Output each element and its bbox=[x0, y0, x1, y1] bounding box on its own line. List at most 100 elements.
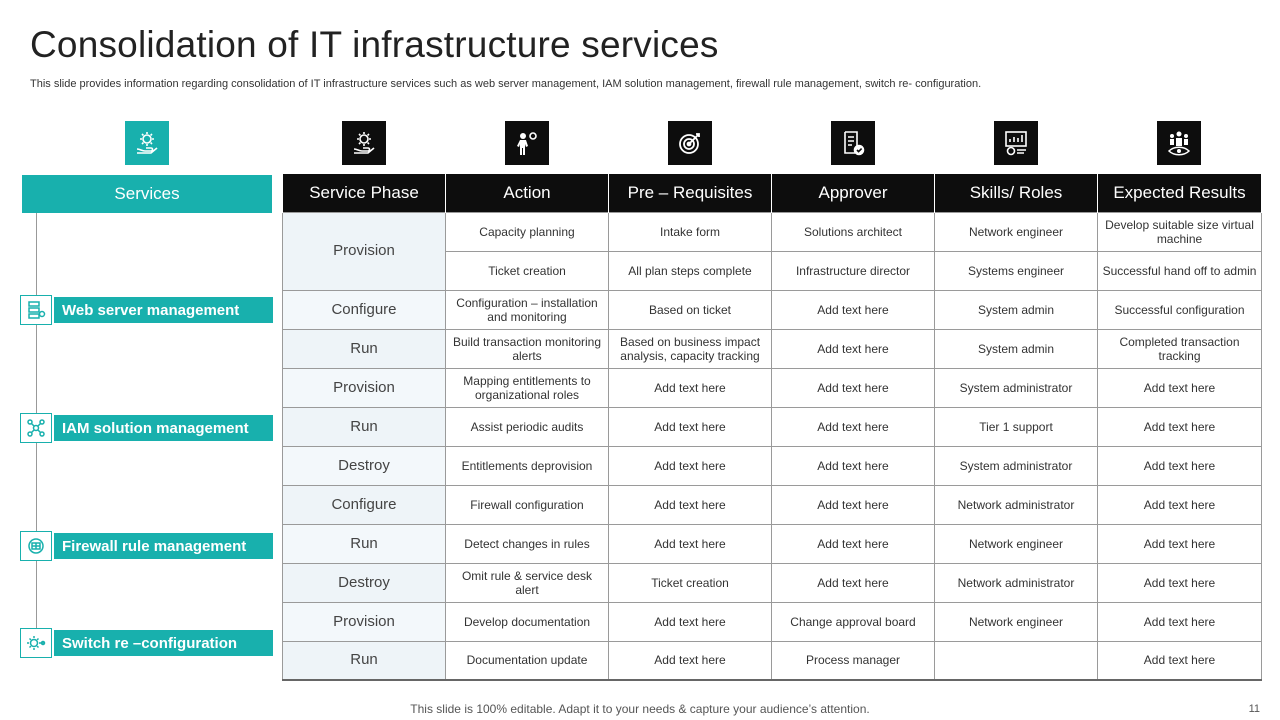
header-pre-requisites: Pre – Requisites bbox=[608, 174, 772, 212]
cell-skills: Tier 1 support bbox=[934, 406, 1098, 447]
cell-skills: System admin bbox=[934, 328, 1098, 369]
table-row: Destroy Entitlements deprovision Add tex… bbox=[282, 445, 1262, 486]
cell-action: Entitlements deprovision bbox=[445, 445, 609, 486]
cell-action: Mapping entitlements to organizational r… bbox=[445, 367, 609, 408]
cell-phase: Run bbox=[282, 640, 446, 681]
service-label: Firewall rule management bbox=[54, 533, 273, 559]
cell-action: Detect changes in rules bbox=[445, 523, 609, 564]
target-icon bbox=[668, 121, 712, 165]
cell-prerequisites: Add text here bbox=[608, 367, 772, 408]
firewall-icon bbox=[20, 531, 52, 561]
service-switch-re-configuration: Switch re –configuration bbox=[20, 628, 273, 658]
header-action: Action bbox=[445, 174, 609, 212]
cell-prerequisites: Add text here bbox=[608, 406, 772, 447]
cell-skills: Network engineer bbox=[934, 601, 1098, 642]
services-gear-hand-icon bbox=[125, 121, 169, 165]
table-row: Run Detect changes in rules Add text her… bbox=[282, 523, 1262, 564]
server-icon bbox=[20, 295, 52, 325]
cell-prerequisites: Ticket creation bbox=[608, 562, 772, 603]
table-row: Configure Firewall configuration Add tex… bbox=[282, 484, 1262, 525]
cell-skills: Network engineer bbox=[934, 523, 1098, 564]
cell-phase: Run bbox=[282, 406, 446, 447]
cell-prerequisites: Add text here bbox=[608, 601, 772, 642]
service-iam-solution-management: IAM solution management bbox=[20, 413, 273, 443]
cell-prerequisites: Add text here bbox=[608, 523, 772, 564]
cell-phase: Provision bbox=[282, 367, 446, 408]
cell-phase: Destroy bbox=[282, 445, 446, 486]
table-row: Run Documentation update Add text here P… bbox=[282, 640, 1262, 681]
table-row: Run Build transaction monitoring alerts … bbox=[282, 328, 1262, 369]
cell-approver: Add text here bbox=[771, 445, 935, 486]
cell-approver: Add text here bbox=[771, 289, 935, 330]
cell-action: Develop documentation bbox=[445, 601, 609, 642]
cell-results: Add text here bbox=[1097, 445, 1262, 486]
cell-approver: Change approval board bbox=[771, 601, 935, 642]
table-row: Provision Capacity planning Intake form … bbox=[282, 211, 1262, 291]
cell-skills: Systems engineer bbox=[934, 250, 1098, 291]
cell-approver: Add text here bbox=[771, 562, 935, 603]
cell-prerequisites: Add text here bbox=[608, 484, 772, 525]
cell-approver: Add text here bbox=[771, 484, 935, 525]
cell-action: Configuration – installation and monitor… bbox=[445, 289, 609, 330]
cell-approver: Infrastructure director bbox=[771, 250, 935, 291]
cell-results: Add text here bbox=[1097, 523, 1262, 564]
slide-footer: This slide is 100% editable. Adapt it to… bbox=[410, 702, 870, 716]
cell-approver: Add text here bbox=[771, 406, 935, 447]
cell-action: Firewall configuration bbox=[445, 484, 609, 525]
cell-approver: Add text here bbox=[771, 328, 935, 369]
table-row: Provision Mapping entitlements to organi… bbox=[282, 367, 1262, 408]
cell-results: Add text here bbox=[1097, 640, 1262, 681]
cell-approver: Add text here bbox=[771, 367, 935, 408]
table-row: Provision Develop documentation Add text… bbox=[282, 601, 1262, 642]
table-row: Ticket creation All plan steps complete … bbox=[283, 250, 1262, 291]
team-eye-icon bbox=[1157, 121, 1201, 165]
header-skills-roles: Skills/ Roles bbox=[934, 174, 1098, 212]
cell-phase: Run bbox=[282, 523, 446, 564]
network-icon bbox=[20, 413, 52, 443]
chart-money-icon bbox=[994, 121, 1038, 165]
cell-results: Develop suitable size virtual machine bbox=[1097, 211, 1262, 252]
cell-phase: Configure bbox=[282, 484, 446, 525]
cell-results: Add text here bbox=[1097, 562, 1262, 603]
cell-action: Assist periodic audits bbox=[445, 406, 609, 447]
service-label: IAM solution management bbox=[54, 415, 273, 441]
slide-title: Consolidation of IT infrastructure servi… bbox=[30, 24, 719, 65]
cell-action: Capacity planning bbox=[445, 211, 609, 252]
cell-action: Omit rule & service desk alert bbox=[445, 562, 609, 603]
cell-approver: Solutions architect bbox=[771, 211, 935, 252]
header-expected-results: Expected Results bbox=[1097, 174, 1262, 212]
cell-phase: Provision bbox=[282, 211, 446, 291]
cell-action: Ticket creation bbox=[445, 250, 609, 291]
service-label: Switch re –configuration bbox=[54, 630, 273, 656]
cell-phase: Configure bbox=[282, 289, 446, 330]
cell-prerequisites: Add text here bbox=[608, 445, 772, 486]
cell-prerequisites: Based on business impact analysis, capac… bbox=[608, 328, 772, 369]
cell-prerequisites: Add text here bbox=[608, 640, 772, 681]
cell-skills: System admin bbox=[934, 289, 1098, 330]
cell-skills: Network administrator bbox=[934, 562, 1098, 603]
service-firewall-rule-management: Firewall rule management bbox=[20, 531, 273, 561]
header-approver: Approver bbox=[771, 174, 935, 212]
table-row: Run Assist periodic audits Add text here… bbox=[282, 406, 1262, 447]
cell-action: Build transaction monitoring alerts bbox=[445, 328, 609, 369]
document-check-icon bbox=[831, 121, 875, 165]
cell-skills bbox=[934, 640, 1098, 681]
cell-approver: Process manager bbox=[771, 640, 935, 681]
cell-skills: System administrator bbox=[934, 445, 1098, 486]
gear-hand-icon bbox=[342, 121, 386, 165]
cell-skills: Network engineer bbox=[934, 211, 1098, 252]
page-number: 11 bbox=[1248, 703, 1260, 715]
services-table: Service Phase Action Pre – Requisites Ap… bbox=[282, 174, 1262, 681]
service-label: Web server management bbox=[54, 297, 273, 323]
table-header-row: Service Phase Action Pre – Requisites Ap… bbox=[282, 174, 1262, 212]
cell-results: Completed transaction tracking bbox=[1097, 328, 1262, 369]
services-header: Services bbox=[22, 175, 272, 213]
cell-phase: Run bbox=[282, 328, 446, 369]
service-web-server-management: Web server management bbox=[20, 295, 273, 325]
switch-icon bbox=[20, 628, 52, 658]
cell-phase: Provision bbox=[282, 601, 446, 642]
cell-results: Add text here bbox=[1097, 367, 1262, 408]
cell-prerequisites: All plan steps complete bbox=[608, 250, 772, 291]
cell-skills: System administrator bbox=[934, 367, 1098, 408]
header-service-phase: Service Phase bbox=[282, 174, 446, 212]
